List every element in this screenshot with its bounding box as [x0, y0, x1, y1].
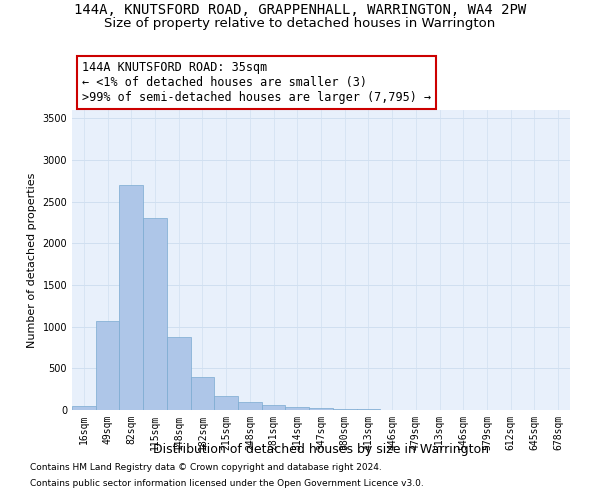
Text: 144A KNUTSFORD ROAD: 35sqm
← <1% of detached houses are smaller (3)
>99% of semi: 144A KNUTSFORD ROAD: 35sqm ← <1% of deta… [82, 61, 431, 104]
Bar [262, 404, 286, 410]
Bar [191, 376, 214, 410]
Text: Size of property relative to detached houses in Warrington: Size of property relative to detached ho… [104, 18, 496, 30]
Text: 144A, KNUTSFORD ROAD, GRAPPENHALL, WARRINGTON, WA4 2PW: 144A, KNUTSFORD ROAD, GRAPPENHALL, WARRI… [74, 2, 526, 16]
Bar [72, 406, 96, 410]
Bar [119, 185, 143, 410]
Bar [214, 396, 238, 410]
Bar [167, 336, 191, 410]
Bar [238, 402, 262, 410]
Y-axis label: Number of detached properties: Number of detached properties [27, 172, 37, 348]
Bar [286, 407, 309, 410]
Bar [333, 409, 356, 410]
Text: Contains HM Land Registry data © Crown copyright and database right 2024.: Contains HM Land Registry data © Crown c… [30, 464, 382, 472]
Text: Distribution of detached houses by size in Warrington: Distribution of detached houses by size … [153, 442, 489, 456]
Text: Contains public sector information licensed under the Open Government Licence v3: Contains public sector information licen… [30, 478, 424, 488]
Bar [143, 218, 167, 410]
Bar [96, 321, 119, 410]
Bar [309, 408, 333, 410]
